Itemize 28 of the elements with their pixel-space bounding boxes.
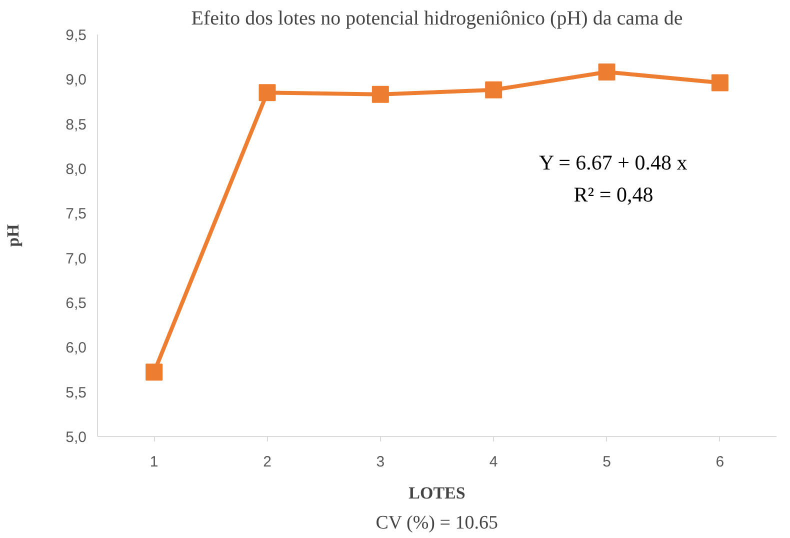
x-tick-label: 2 xyxy=(263,454,272,470)
x-tick-label: 4 xyxy=(489,454,498,470)
y-axis-title: pH xyxy=(4,224,23,247)
y-tick-label: 7,5 xyxy=(66,206,87,223)
y-tick-label: 8,5 xyxy=(66,116,87,134)
annotation: Y = 6.67 + 0.48 x xyxy=(538,150,688,174)
x-tick-label: 3 xyxy=(376,454,385,470)
x-tick-label: 6 xyxy=(716,454,724,470)
y-tick-label: 9,0 xyxy=(66,72,87,89)
y-tick-label: 9,5 xyxy=(66,27,87,44)
text: CV (%) = 10.65 xyxy=(376,512,498,534)
point xyxy=(258,84,276,102)
x-axis-title: LOTES xyxy=(408,484,466,502)
y-tick-label: 5,0 xyxy=(66,429,87,446)
y-tick-label: 8,0 xyxy=(66,161,87,178)
point xyxy=(598,64,616,81)
y-tick-label: 6,5 xyxy=(66,295,87,312)
x-tick-label: 1 xyxy=(150,454,158,470)
point xyxy=(485,81,502,98)
point xyxy=(711,74,728,92)
y-tick-label: 5,5 xyxy=(66,384,87,402)
chart-title: Efeito dos lotes no potencial hidrogeniônico (pH) da cama de xyxy=(191,8,683,30)
annotation: R² = 0,48 xyxy=(574,182,654,206)
y-tick-label: 7,0 xyxy=(66,250,87,268)
x-tick-label: 5 xyxy=(602,454,611,470)
y-tick-label: 6,0 xyxy=(66,340,87,357)
point xyxy=(372,86,389,103)
point xyxy=(146,364,163,381)
